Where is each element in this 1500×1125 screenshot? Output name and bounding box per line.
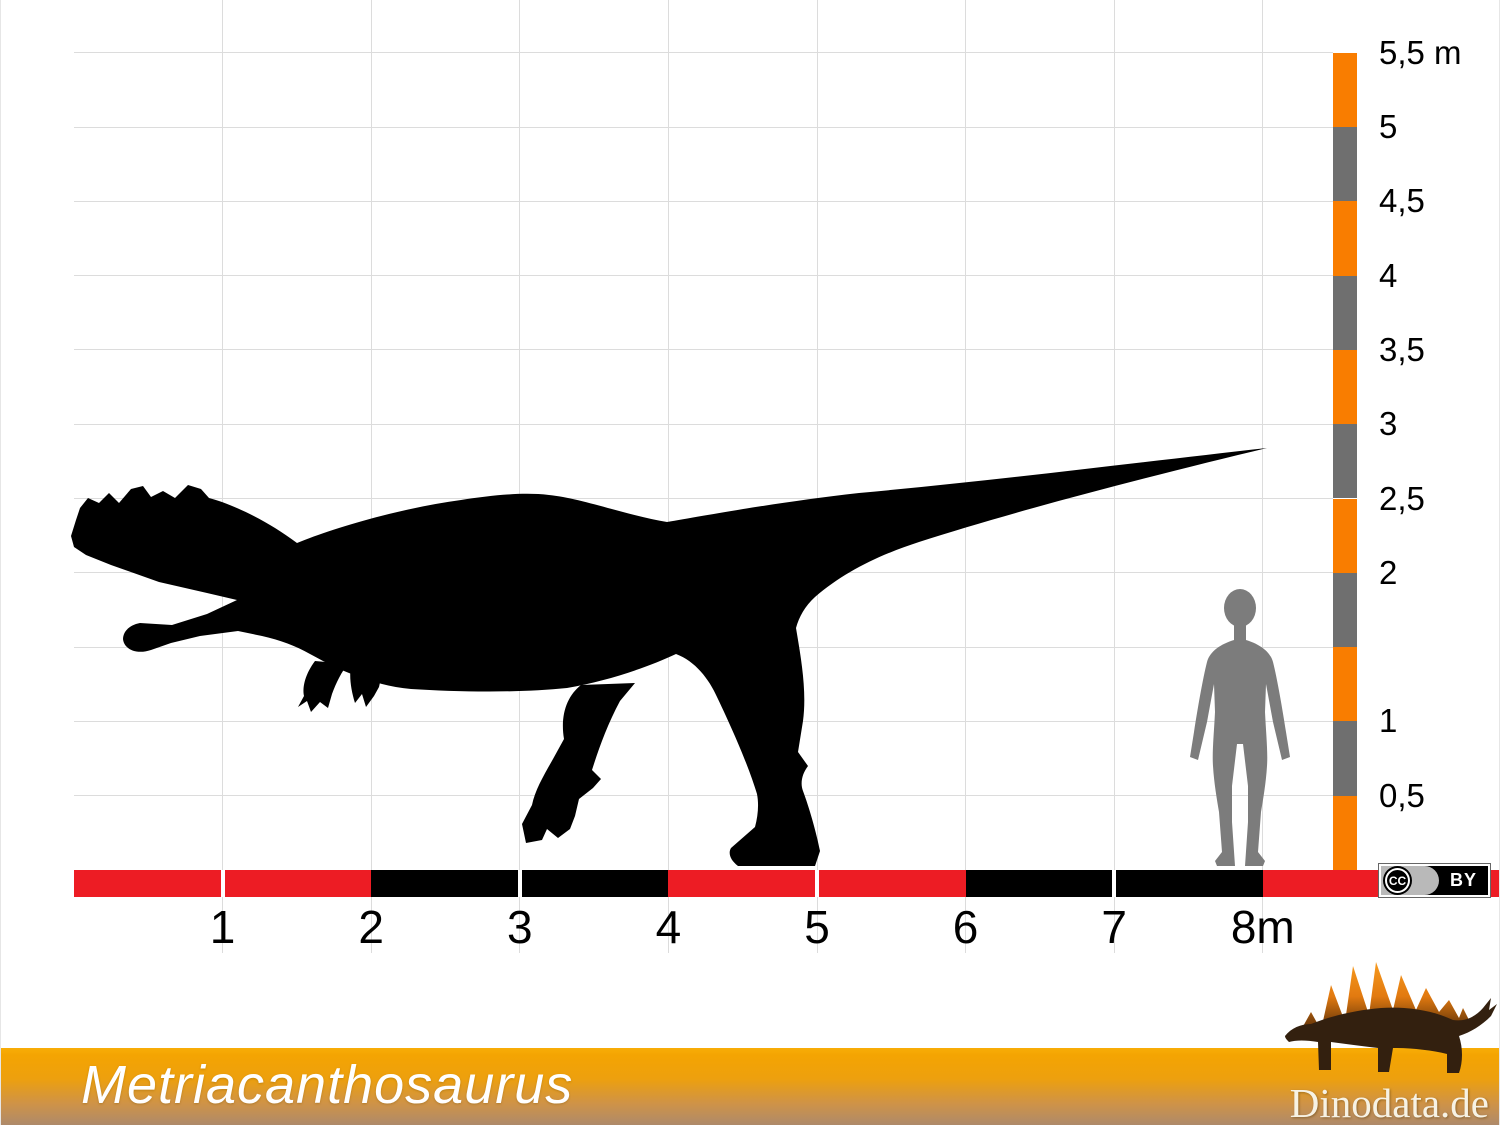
y-scale-label: 2,5 — [1379, 479, 1425, 517]
x-tick-label: 3 — [507, 901, 533, 953]
y-bar-segment — [1333, 201, 1357, 276]
gridline-horizontal — [74, 275, 1333, 277]
gridline-horizontal — [74, 349, 1333, 351]
cc-badge-pill: CC — [1381, 866, 1439, 895]
y-bar-segment — [1333, 127, 1357, 202]
x-tick-label: 2 — [358, 901, 384, 953]
dinosaur-silhouette — [71, 448, 1267, 866]
y-scale-label: 2 — [1379, 553, 1398, 591]
y-scale-label: 3 — [1379, 405, 1398, 443]
gridline-horizontal — [74, 498, 1333, 499]
y-bar-segment — [1333, 424, 1357, 499]
y-bar-segment — [1333, 498, 1357, 573]
y-scale-label: 5,5 m — [1379, 33, 1462, 71]
gridline-vertical — [370, 0, 372, 953]
y-bar-segment — [1333, 275, 1357, 350]
x-tick-label: 4 — [655, 901, 682, 953]
page-title: Metriacanthosaurus — [81, 1055, 574, 1115]
stegosaurus-logo — [1285, 962, 1497, 1073]
cc-license-badge: CC BY — [1378, 863, 1491, 898]
x-tick — [815, 870, 819, 897]
x-tick-label: 8m — [1230, 901, 1295, 953]
y-bar-segment — [1333, 647, 1357, 722]
gridline-vertical — [965, 0, 967, 953]
y-scale-label: 1 — [1379, 702, 1398, 740]
gridline-horizontal — [74, 720, 1333, 722]
y-scale-label: 4 — [1379, 256, 1398, 294]
x-tick — [1112, 870, 1117, 897]
gridline-horizontal — [74, 795, 1333, 797]
cc-by-label: BY — [1449, 870, 1477, 890]
y-bar-segment — [1333, 572, 1357, 648]
y-scale-label: 4,5 — [1379, 182, 1425, 220]
gridline-horizontal — [74, 126, 1333, 128]
y-scale-label: 5 — [1379, 108, 1398, 145]
gridline-vertical — [667, 0, 669, 953]
gridline-horizontal — [74, 52, 1333, 54]
y-bar-segment — [1333, 52, 1357, 127]
x-tick — [517, 870, 522, 897]
x-tick-label: 1 — [209, 901, 236, 953]
y-bar-segment — [1333, 349, 1357, 425]
gridline-vertical — [222, 0, 224, 953]
y-scale-label: 0,5 — [1379, 776, 1425, 814]
cc-badge-inner: CC BY — [1381, 866, 1488, 895]
cc-icon: CC — [1385, 868, 1410, 893]
x-tick — [220, 870, 225, 897]
x-tick-label: 5 — [804, 901, 830, 953]
gridline-vertical — [816, 0, 818, 953]
gridline-vertical — [1262, 0, 1264, 953]
human-silhouette — [1190, 589, 1290, 866]
x-tick-label: 7 — [1101, 901, 1127, 953]
y-scale-label: 3,5 — [1379, 330, 1425, 368]
gridline-vertical — [519, 0, 521, 953]
title-bar — [1, 1048, 1499, 1125]
gridline-horizontal — [74, 423, 1333, 425]
y-bar-segment — [1333, 795, 1357, 870]
gridline-horizontal — [74, 200, 1333, 202]
y-bar-segment — [1333, 721, 1357, 796]
site-name: Dinodata.de — [1289, 1080, 1489, 1125]
x-tick-label: 6 — [952, 901, 979, 953]
